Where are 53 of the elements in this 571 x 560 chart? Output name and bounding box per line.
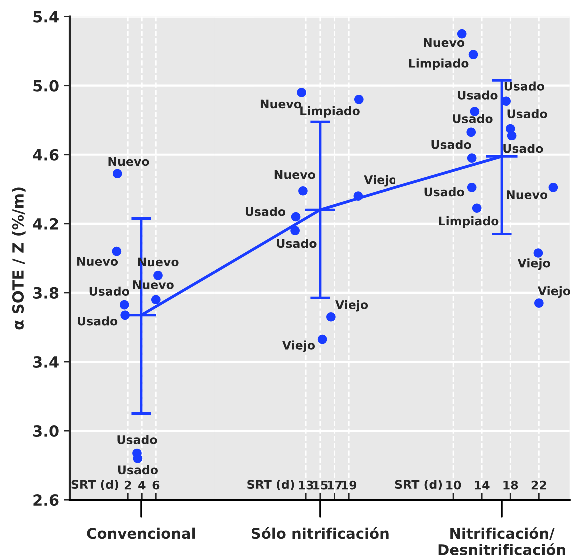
y-tick-label: 5.0 <box>34 80 59 92</box>
y-tick-label: 3.8 <box>34 287 59 299</box>
data-label: Limpiado <box>409 58 469 70</box>
x-tick-label: 13 <box>299 480 314 490</box>
x-tick-label: 14 <box>475 481 490 490</box>
y-tick-label: 4.2 <box>33 218 58 230</box>
data-label: Usado <box>504 144 544 154</box>
data-label: Usado <box>453 114 493 124</box>
y-tick-label: 3.4 <box>34 356 59 368</box>
data-label: Limpiado <box>300 106 360 118</box>
data-label: Usado <box>246 207 286 216</box>
data-label: Nuevo <box>78 257 118 266</box>
y-tick-label: 4.6 <box>33 149 59 161</box>
x-tick-label: 17 <box>328 481 342 490</box>
data-label: Nuevo <box>260 100 302 109</box>
data-label: Nuevo <box>274 170 316 180</box>
data-label: Nuevo <box>108 157 150 166</box>
data-label: Viejo <box>364 175 397 187</box>
data-label: Viejo <box>538 286 571 298</box>
data-label: Nuevo <box>424 38 465 48</box>
x-tick-label: 2 <box>124 480 132 490</box>
text: Nitrificación/ Desnitrificación <box>438 527 566 556</box>
data-label: Usado <box>118 435 158 444</box>
data-label: Viejo <box>518 258 550 270</box>
text: Sólo nitrificación <box>252 527 389 540</box>
data-label: Usado <box>90 286 130 296</box>
data-label: Usado <box>432 140 472 150</box>
text: Convencional <box>87 528 196 540</box>
x-axis-title: SRT (d) <box>395 480 442 490</box>
data-label: Viejo <box>282 340 316 352</box>
y-axis-title: α SOTE / Z (%/m) <box>12 188 26 330</box>
data-label: Usado <box>424 188 464 197</box>
data-label: Usado <box>78 316 118 326</box>
x-axis-title: SRT (d) <box>248 480 294 490</box>
x-tick-label: 6 <box>152 480 160 490</box>
x-tick-label: 4 <box>138 481 146 490</box>
data-label: Usado <box>504 82 544 91</box>
x-tick-label: 10 <box>446 480 462 490</box>
data-label: Limpiado <box>439 216 499 228</box>
data-label: Usado <box>508 109 548 119</box>
x-tick-label: 19 <box>342 480 357 490</box>
data-label: Usado <box>118 465 158 475</box>
y-tick-label: 2.6 <box>34 494 59 506</box>
data-label: Nuevo <box>507 190 548 200</box>
data-label: Viejo <box>336 300 368 312</box>
data-label: Usado <box>277 239 317 248</box>
x-tick-label: 18 <box>504 480 518 490</box>
y-tick-label: 5.4 <box>34 11 59 23</box>
x-tick-label: 15 <box>314 481 328 490</box>
x-axis-title: SRT (d) <box>72 480 118 490</box>
y-tick-label: 3.0 <box>34 426 59 438</box>
data-label: Usado <box>458 90 498 100</box>
x-tick-label: 22 <box>532 480 546 490</box>
